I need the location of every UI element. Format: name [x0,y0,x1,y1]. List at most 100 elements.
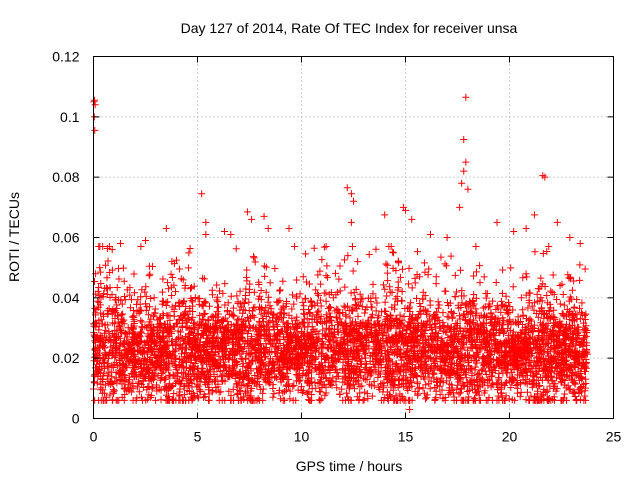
data-point [130,270,138,278]
data-point [336,310,344,318]
data-point [97,316,105,324]
data-point [357,372,365,380]
data-point [223,308,231,316]
data-point [341,283,349,291]
data-point [370,378,378,386]
data-point [431,383,439,391]
data-points [90,93,591,413]
data-point [507,264,515,272]
data-point [283,364,291,372]
data-point [127,296,135,304]
data-point [395,345,403,353]
data-point [499,301,507,309]
data-point [157,396,165,404]
data-point [456,389,464,397]
data-point [253,369,261,377]
data-point [576,276,584,284]
data-point [323,262,331,270]
data-point [535,285,543,293]
data-point [389,249,397,257]
data-point [262,313,270,321]
data-point [141,300,149,308]
data-point [432,280,440,288]
data-point [422,381,430,389]
data-point [394,286,402,294]
data-point [551,314,559,322]
data-point [549,354,557,362]
data-point [158,288,166,296]
data-point [560,301,568,309]
data-point [447,359,455,367]
data-point [369,337,377,345]
data-point [480,273,488,281]
data-point [333,384,341,392]
data-point [271,373,279,381]
data-point [580,396,588,404]
data-point [389,248,397,256]
data-point [416,299,424,307]
data-point [319,341,327,349]
data-point [335,275,343,283]
data-point [316,396,324,404]
data-point [122,330,130,338]
data-point [133,300,141,308]
data-point [348,304,356,312]
data-point [567,375,575,383]
data-point [240,299,248,307]
data-point [282,341,290,349]
data-point [499,266,507,274]
data-point [290,300,298,308]
data-point [288,305,296,313]
data-point [300,306,308,314]
data-point [279,277,287,285]
data-point [426,301,434,309]
data-point [537,274,545,282]
data-point [519,306,527,314]
data-point [234,321,242,329]
data-point [236,287,244,295]
data-point [352,285,360,293]
data-point [260,318,268,326]
data-point [233,292,241,300]
data-point [322,297,330,305]
data-point [436,382,444,390]
data-point [305,388,313,396]
data-point [577,364,585,372]
data-point [177,275,185,283]
data-point [561,377,569,385]
data-point [248,357,256,365]
data-point [98,389,106,397]
data-point [482,370,490,378]
data-point [240,327,248,335]
data-point [214,303,222,311]
data-point [504,310,512,318]
data-point [188,296,196,304]
data-point [420,389,428,397]
data-point [145,333,153,341]
data-point [137,393,145,401]
data-point [318,256,326,264]
data-point [96,268,104,276]
data-point [206,302,214,310]
data-point [261,272,269,280]
data-point [449,313,457,321]
data-point [185,333,193,341]
data-point [464,358,472,366]
data-point [177,299,185,307]
data-point [408,284,416,292]
data-point [97,293,105,301]
data-point [396,390,404,398]
data-point [123,364,131,372]
data-point [373,299,381,307]
data-point [243,266,251,274]
data-point [241,291,249,299]
data-point [169,342,177,350]
data-point [472,268,480,276]
data-point [425,265,433,273]
data-point [523,273,531,281]
data-point [349,267,357,275]
data-point [570,362,578,370]
data-point [538,297,546,305]
data-point [419,306,427,314]
data-point [249,304,257,312]
